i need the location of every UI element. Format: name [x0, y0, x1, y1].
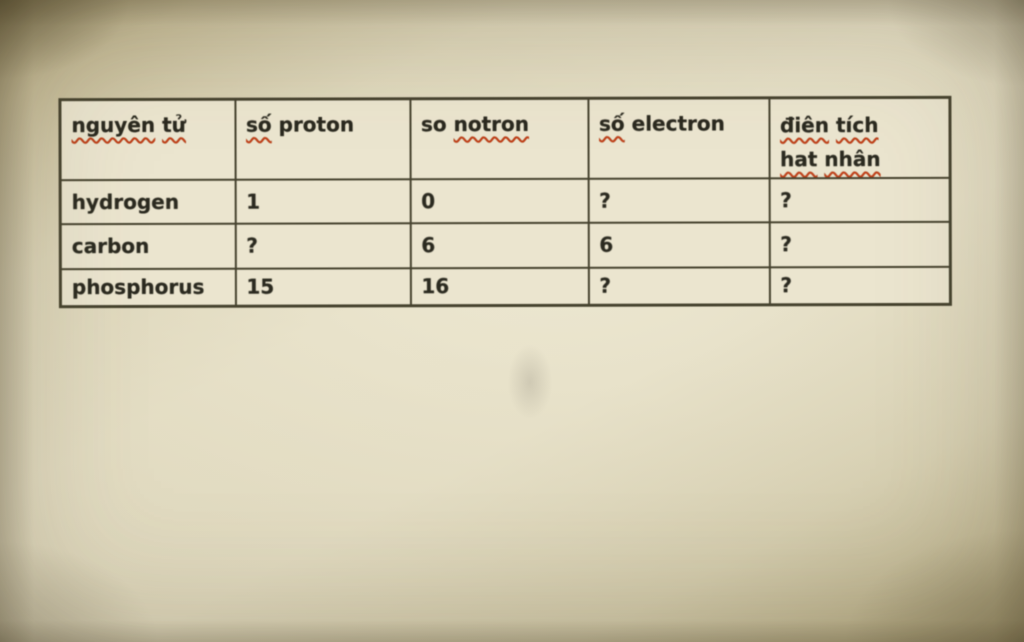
header-word: điên [779, 113, 830, 138]
header-word: tử [162, 112, 186, 137]
table-cell: 6 [588, 221, 770, 268]
table-cell: ? [769, 221, 951, 267]
row-label-cell: phosphorus [60, 268, 236, 307]
header-cell-dien-tich-hat-nhan: điên tích hat nhân [768, 97, 951, 178]
header-word: hat [780, 147, 818, 172]
table-cell: ? [769, 266, 951, 305]
header-word: so [420, 112, 447, 137]
table-cell: 15 [235, 267, 411, 307]
table-cell: 1 [235, 178, 411, 224]
table-header-row: nguyên tử số proton so notron số electro… [59, 97, 951, 180]
row-label-cell: hydrogen [60, 179, 236, 224]
table-cell: 0 [410, 178, 589, 223]
header-word: proton [278, 112, 355, 137]
header-word: notron [453, 111, 530, 137]
header-word: số [245, 112, 272, 137]
header-word: nguyên [71, 112, 156, 138]
header-line: điên tích [780, 108, 945, 142]
table-row-phosphorus: phosphorus 15 16 ? ? [60, 266, 951, 307]
table-cell: 16 [410, 267, 589, 306]
table-row-carbon: carbon ? 6 6 ? [60, 221, 951, 269]
header-cell-nguyen-tu: nguyên tử [59, 99, 236, 180]
table-cell: ? [588, 177, 770, 223]
header-word: tích [835, 113, 879, 138]
atoms-table: nguyên tử số proton so notron số electro… [58, 95, 952, 309]
table-cell: ? [769, 177, 951, 222]
header-word: electron [631, 111, 725, 136]
header-word: số [598, 111, 625, 136]
header-cell-so-notron: so notron [409, 98, 589, 179]
table-row-hydrogen: hydrogen 1 0 ? ? [60, 177, 951, 224]
header-word: nhân [824, 147, 881, 172]
header-cell-so-proton: số proton [234, 98, 411, 180]
table-cell: ? [588, 266, 770, 306]
header-line: hat nhân [780, 142, 945, 176]
header-cell-so-electron: số electron [587, 97, 770, 179]
table-cell: 6 [410, 222, 589, 268]
row-label-cell: carbon [60, 223, 236, 269]
table-cell: ? [235, 222, 411, 269]
